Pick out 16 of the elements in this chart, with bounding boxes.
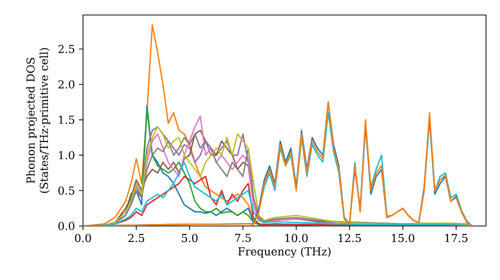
x-axis-title: Frequency (THz): [238, 247, 330, 258]
x-tick-label: 0.0: [75, 234, 91, 242]
y-tick-label: 0.5: [58, 186, 74, 195]
x-tick-label: 12.5: [338, 234, 361, 242]
y-tick-label: 1.5: [59, 116, 74, 124]
y-tick-label: 1.0: [59, 151, 74, 160]
x-tick-label: 17.5: [445, 234, 468, 242]
y-tick-label: 2.5: [58, 44, 74, 54]
x-tick-label: 15.0: [392, 234, 414, 242]
x-tick-label: 10.0: [285, 234, 308, 242]
x-tick-label: 7.5: [235, 234, 251, 242]
y-tick-label: 0.0: [58, 222, 74, 230]
x-tick-label: 5.0: [182, 234, 198, 242]
x-tick-label: 2.5: [128, 234, 144, 242]
y-tick-label: 2.0: [58, 80, 74, 89]
y-axis-title: Phonon projected DOS (States/THz·primitive cell): [26, 48, 50, 193]
